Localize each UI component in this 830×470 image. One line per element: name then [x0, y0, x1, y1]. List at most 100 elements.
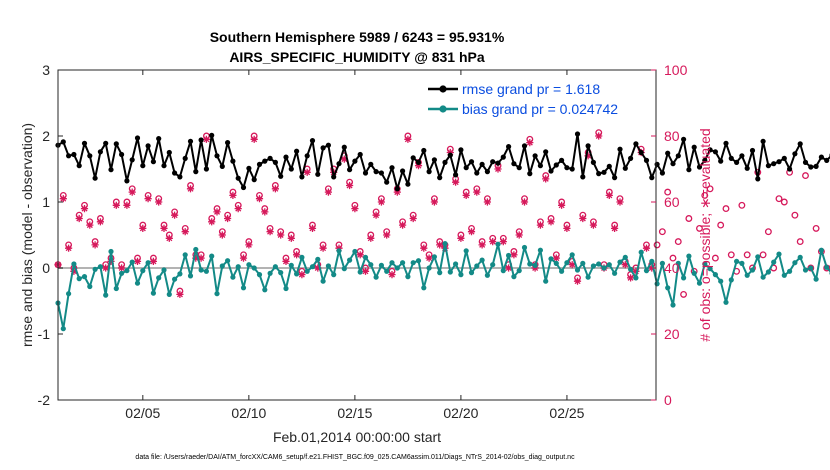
obs-evaluated-point — [552, 254, 560, 262]
rmse-point — [230, 158, 236, 164]
obs-evaluated-point — [80, 205, 89, 213]
bias-point — [378, 262, 384, 268]
obs-evaluated-point — [404, 135, 412, 143]
obs-evaluated-point — [340, 155, 348, 163]
obs-evaluated-point — [255, 195, 264, 203]
bias-point — [341, 266, 347, 272]
bias-point — [590, 263, 597, 269]
bias-point — [240, 285, 247, 291]
bias-point — [140, 268, 146, 274]
bias-point — [230, 274, 236, 280]
obs-evaluated-point — [181, 228, 189, 236]
bias-point — [453, 261, 459, 267]
bias-point — [696, 280, 703, 286]
bias-point — [256, 272, 263, 278]
bias-point — [633, 275, 639, 281]
bias-point — [553, 260, 559, 266]
bias-point — [781, 272, 787, 278]
obs-possible-point — [828, 265, 830, 271]
obs-evaluated-point — [499, 238, 507, 246]
bias-point — [331, 272, 337, 278]
obs-evaluated-point — [192, 254, 200, 262]
obs-evaluated-point — [324, 188, 332, 196]
bias-point — [431, 254, 437, 260]
obs-possible-point — [706, 185, 714, 193]
obs-evaluated-point — [473, 188, 481, 196]
bias-point — [103, 292, 109, 298]
rmse-point — [262, 158, 268, 164]
obs-evaluated-point — [595, 132, 603, 140]
bias-point — [283, 285, 289, 292]
obs-evaluated-point — [319, 244, 327, 252]
obs-possible-point — [738, 201, 746, 209]
rmse-point — [617, 146, 623, 152]
rmse-point — [325, 142, 331, 148]
bias-point — [134, 280, 141, 286]
bias-point — [81, 274, 88, 280]
rmse-point — [712, 149, 719, 155]
rmse-point — [203, 166, 209, 172]
bias-point — [776, 251, 782, 257]
bias-point — [187, 273, 194, 279]
obs-evaluated-point — [520, 198, 529, 206]
obs-evaluated-point — [351, 205, 359, 213]
rmse-point — [702, 157, 708, 163]
rmse-point — [294, 148, 300, 154]
obs-possible-point — [727, 251, 735, 259]
obs-evaluated-point — [584, 152, 592, 160]
obs-evaluated-point — [526, 139, 534, 147]
bias-point — [479, 257, 485, 263]
bias-point — [628, 266, 634, 272]
obs-possible-point — [764, 228, 772, 236]
rmse-point — [548, 168, 554, 174]
bias-point — [458, 272, 464, 278]
rmse-point — [129, 157, 135, 163]
bias-point — [564, 260, 570, 266]
obs-evaluated-point — [573, 277, 582, 285]
rmse-point — [246, 165, 252, 171]
rmse-point — [585, 143, 591, 149]
obs-evaluated-point — [75, 214, 83, 223]
bias-point — [643, 268, 650, 274]
obs-evaluated-point — [505, 264, 513, 272]
obs-evaluated-point — [208, 218, 216, 226]
rmse-point — [453, 172, 459, 178]
obs-evaluated-point — [224, 214, 232, 223]
bias-point — [172, 276, 178, 282]
obs-evaluated-point — [59, 195, 67, 203]
bias-point — [92, 266, 98, 272]
obs-evaluated-point — [229, 191, 237, 199]
obs-possible-point — [669, 254, 677, 262]
rmse-point — [521, 143, 528, 149]
bias-point — [113, 285, 119, 292]
obs-evaluated-point — [96, 218, 104, 226]
rmse-point — [580, 174, 586, 180]
rmse-point — [797, 141, 803, 147]
obs-possible-point — [759, 251, 767, 259]
x-tick-label: 02/15 — [337, 405, 372, 421]
bias-point — [659, 260, 666, 266]
rmse-point — [543, 149, 549, 155]
bias-point — [675, 260, 681, 266]
rmse-point — [601, 169, 607, 175]
rmse-point — [193, 169, 199, 175]
bias-point — [749, 267, 756, 273]
bias-point — [718, 278, 724, 284]
obs-evaluated-point — [563, 224, 571, 232]
rmse-point — [569, 166, 575, 172]
obs-evaluated-point — [118, 264, 126, 272]
bias-point — [209, 253, 215, 259]
obs-evaluated-point — [91, 241, 99, 249]
obs-evaluated-point — [399, 221, 407, 229]
obs-evaluated-point — [515, 231, 523, 239]
bias-point — [787, 268, 793, 274]
obs-possible-point — [812, 224, 820, 232]
obs-evaluated-point — [123, 201, 131, 209]
bias-point — [468, 270, 475, 276]
obs-possible-point — [791, 211, 799, 219]
bias-point — [389, 260, 395, 266]
bias-point — [235, 264, 241, 270]
bias-point — [405, 274, 411, 280]
rmse-point — [484, 169, 490, 175]
bias-point — [87, 283, 93, 290]
